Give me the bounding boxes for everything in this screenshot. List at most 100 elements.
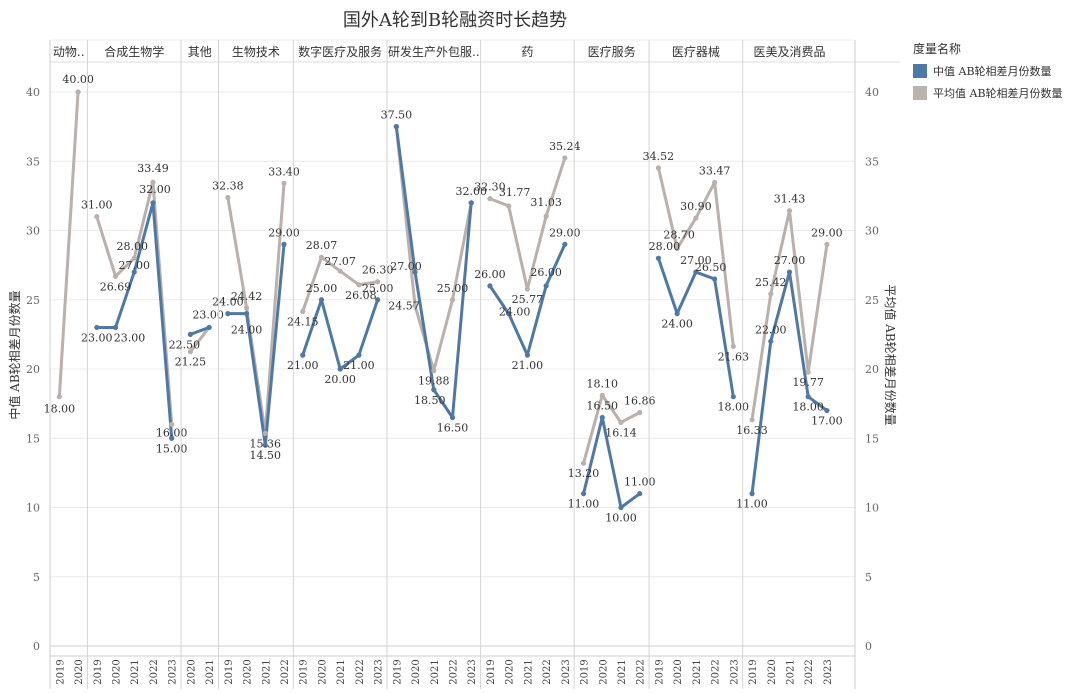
data-point-mean bbox=[337, 268, 343, 274]
data-point-mean bbox=[730, 343, 736, 350]
x-tick-label: 2020 bbox=[598, 659, 609, 684]
data-label-mean: 32.30 bbox=[474, 181, 506, 194]
data-label-mean: 31.77 bbox=[499, 186, 531, 199]
x-tick-label: 2023 bbox=[374, 659, 385, 684]
data-label-median: 21.00 bbox=[343, 359, 375, 372]
data-point-median bbox=[281, 241, 287, 247]
x-tick-label: 2021 bbox=[785, 659, 796, 684]
data-label-median: 28.00 bbox=[649, 240, 681, 253]
data-label-mean: 40.00 bbox=[62, 73, 94, 86]
data-label-mean: 34.52 bbox=[643, 150, 675, 163]
series-line-mean bbox=[582, 393, 642, 465]
data-label-median: 24.00 bbox=[661, 318, 693, 331]
data-point-median bbox=[824, 407, 830, 414]
data-point-mean bbox=[768, 291, 774, 297]
x-tick-label: 2022 bbox=[149, 659, 160, 684]
y-tick-label-left: 25 bbox=[26, 294, 40, 307]
data-point-mean bbox=[580, 460, 587, 466]
data-label-median: 25.00 bbox=[306, 282, 338, 295]
data-point-mean bbox=[300, 308, 306, 315]
y-tick-label-left: 15 bbox=[26, 432, 40, 445]
data-label-median: 32.00 bbox=[455, 185, 487, 198]
x-tick-label: 2019 bbox=[93, 659, 104, 684]
legend-label-median: 中值 AB轮相差月份数量 bbox=[933, 65, 1052, 78]
data-point-mean bbox=[375, 279, 381, 285]
data-point-median bbox=[449, 414, 456, 421]
data-point-median bbox=[337, 366, 343, 372]
x-tick-label: 2020 bbox=[505, 659, 516, 684]
panel-header: 动物.. bbox=[53, 45, 85, 59]
data-point-median bbox=[169, 435, 175, 441]
data-point-median bbox=[318, 297, 325, 303]
data-point-mean bbox=[487, 196, 493, 202]
data-label-mean: 35.24 bbox=[549, 140, 581, 153]
data-label-mean: 21.63 bbox=[718, 350, 750, 363]
series-line-median bbox=[188, 325, 211, 336]
x-tick-label: 2020 bbox=[673, 659, 684, 684]
data-label-median: 14.50 bbox=[250, 449, 282, 462]
data-label-median: 16.50 bbox=[437, 421, 469, 434]
data-point-median bbox=[655, 255, 662, 261]
data-point-median bbox=[206, 324, 212, 331]
data-point-median bbox=[187, 331, 194, 337]
data-point-mean bbox=[225, 194, 231, 201]
data-label-mean: 24.15 bbox=[287, 316, 319, 329]
y-tick-label-right: 35 bbox=[865, 155, 879, 168]
data-label-mean: 33.47 bbox=[699, 164, 731, 177]
data-label-median: 16.50 bbox=[587, 399, 619, 412]
data-point-mean bbox=[94, 214, 100, 220]
legend-item-mean[interactable]: 平均值 AB轮相差月份数量 bbox=[913, 85, 1080, 101]
x-tick-label: 2022 bbox=[542, 659, 553, 684]
data-label-median: 23.00 bbox=[81, 331, 113, 344]
data-point-mean bbox=[693, 215, 699, 221]
x-tick-label: 2019 bbox=[486, 659, 497, 684]
series-line-median bbox=[582, 415, 642, 509]
data-point-median bbox=[262, 442, 268, 448]
data-label-median: 11.00 bbox=[624, 476, 656, 489]
y-tick-label-left: 30 bbox=[26, 225, 40, 238]
data-point-median bbox=[150, 200, 156, 206]
x-tick-label: 2019 bbox=[392, 659, 403, 684]
x-tick-label: 2019 bbox=[224, 659, 235, 684]
data-label-median: 21.00 bbox=[512, 359, 544, 372]
data-point-median bbox=[112, 324, 119, 331]
data-label-median: 20.00 bbox=[324, 373, 356, 386]
panel-header: 合成生物学 bbox=[104, 44, 164, 59]
x-tick-label: 2021 bbox=[692, 659, 703, 684]
x-tick-label: 2023 bbox=[561, 659, 572, 684]
data-label-mean: 21.25 bbox=[175, 356, 207, 369]
x-tick-label: 2019 bbox=[299, 659, 310, 684]
panel-header: 医疗服务 bbox=[588, 44, 636, 59]
data-point-median bbox=[468, 200, 474, 206]
data-label-mean: 31.43 bbox=[774, 193, 806, 206]
data-label-mean: 32.38 bbox=[212, 180, 244, 193]
data-point-median bbox=[599, 414, 605, 421]
data-point-median bbox=[674, 311, 680, 317]
data-point-median bbox=[94, 324, 100, 331]
y-tick-label-left: 10 bbox=[26, 502, 40, 515]
data-label-mean: 25.42 bbox=[755, 276, 787, 289]
y-tick-label-right: 10 bbox=[865, 502, 879, 515]
data-label-median: 23.00 bbox=[192, 308, 224, 321]
data-point-mean bbox=[169, 421, 175, 427]
data-label-mean: 26.30 bbox=[362, 264, 394, 277]
x-tick-label: 2019 bbox=[580, 659, 591, 684]
data-point-median bbox=[393, 124, 399, 130]
x-tick-label: 2021 bbox=[130, 659, 141, 684]
x-tick-label: 2021 bbox=[205, 659, 216, 684]
y-axis-title-right: 平均值 AB轮相差月份数量 bbox=[883, 284, 898, 425]
data-point-median bbox=[786, 269, 793, 275]
y-tick-label-left: 20 bbox=[26, 363, 40, 376]
data-label-mean: 33.49 bbox=[137, 162, 169, 175]
data-point-mean bbox=[674, 245, 680, 252]
x-tick-label: 2023 bbox=[168, 659, 179, 684]
legend-item-median[interactable]: 中值 AB轮相差月份数量 bbox=[913, 63, 1080, 79]
series-line-median bbox=[95, 201, 174, 440]
data-point-mean bbox=[655, 165, 662, 171]
data-label-mean: 31.03 bbox=[530, 196, 562, 209]
y-tick-label-left: 0 bbox=[33, 640, 40, 653]
data-label-mean: 13.20 bbox=[568, 467, 600, 480]
panel-header: 研发生产外包服.. bbox=[388, 44, 480, 59]
